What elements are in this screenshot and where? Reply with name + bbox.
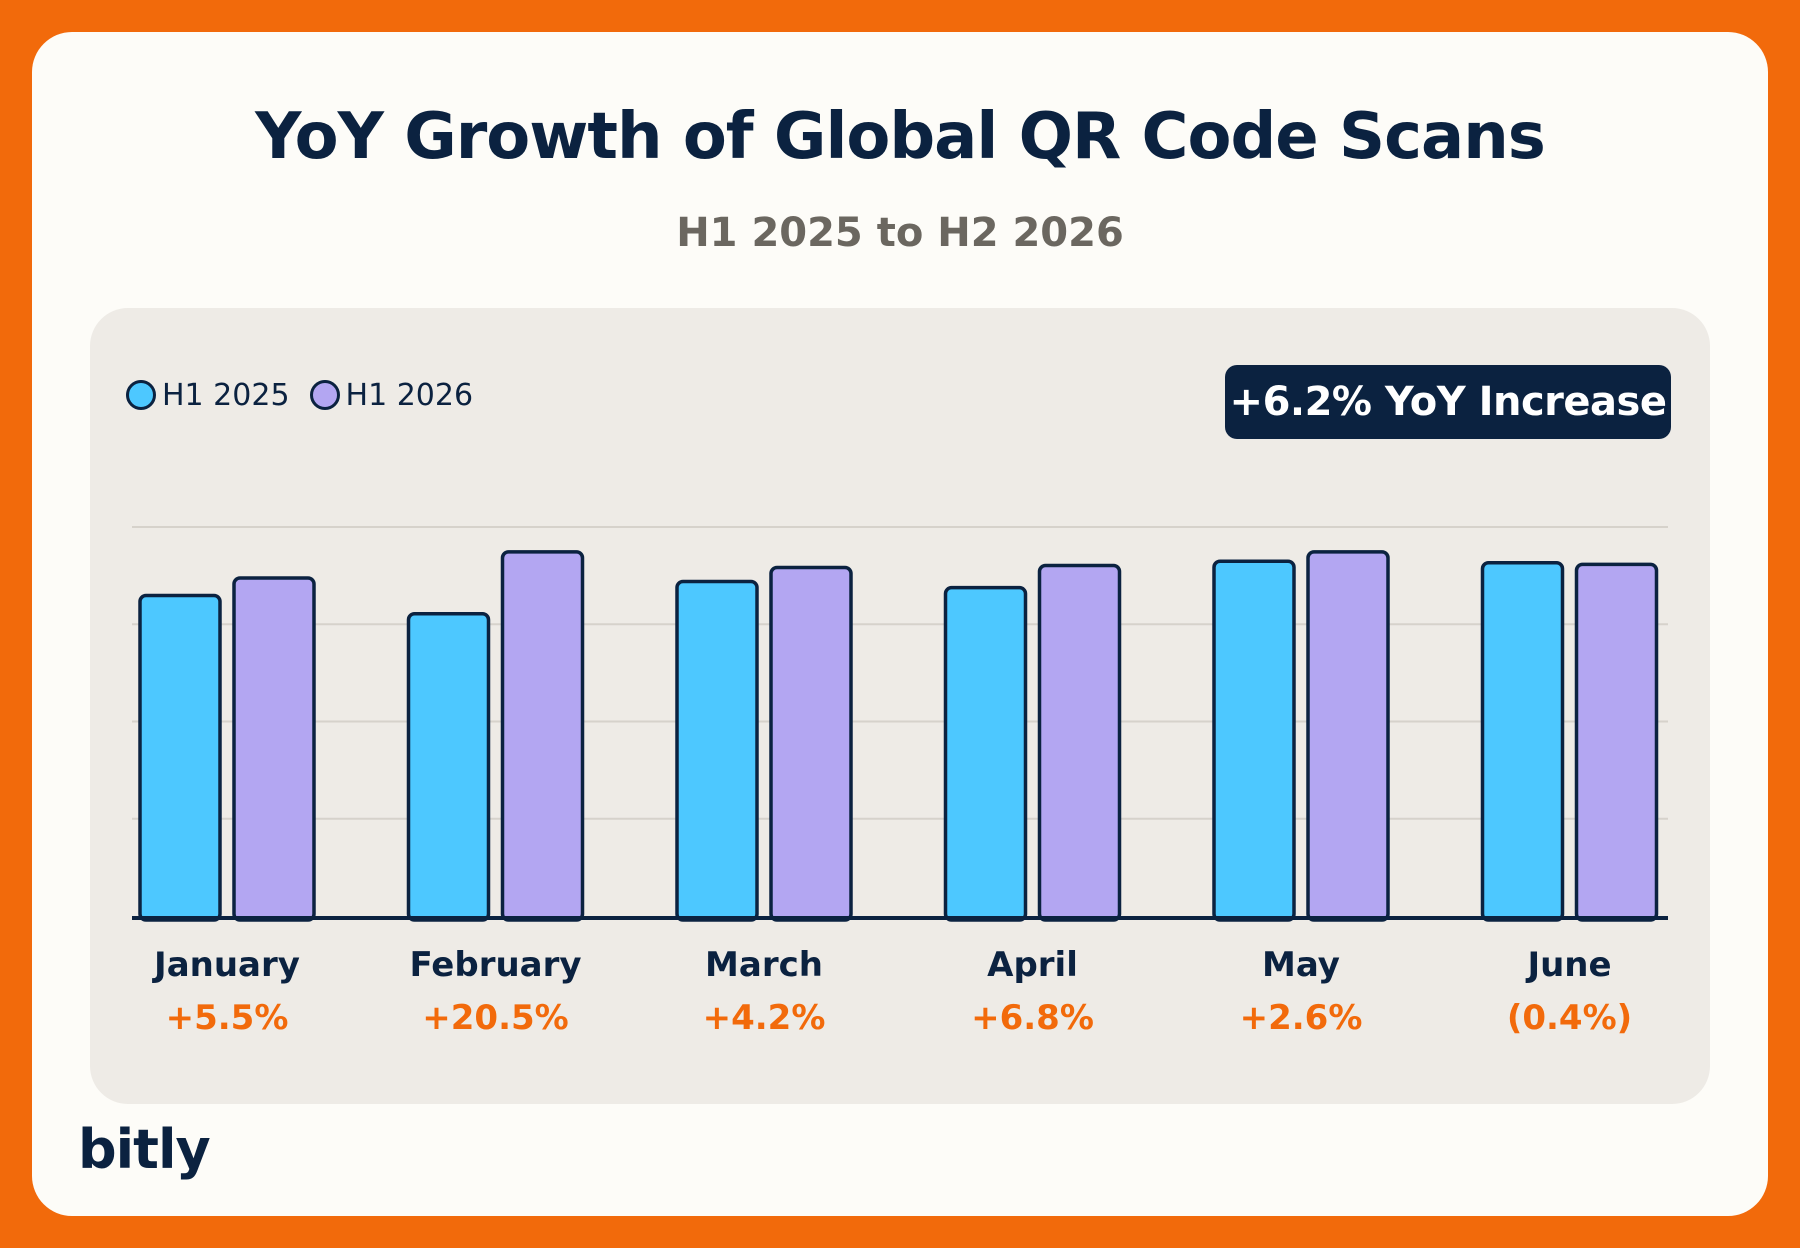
- bar-january-2025: [138, 593, 222, 922]
- bar-june-2026: [1574, 562, 1659, 922]
- bitly-logo: bitly: [78, 1118, 211, 1181]
- legend: H1 2025 H1 2026: [126, 375, 493, 415]
- legend-item-2025: H1 2025: [126, 378, 290, 413]
- legend-item-2026: H1 2026: [309, 377, 474, 413]
- month-label-march: March: [705, 945, 823, 985]
- legend-label-2026: H1 2026: [345, 377, 474, 413]
- month-label-february: February: [409, 945, 582, 985]
- legend-swatch-2026: [309, 380, 340, 410]
- growth-label-january: +5.5%: [165, 998, 289, 1038]
- bar-february-2026: [500, 550, 585, 922]
- bar-february-2025: [406, 611, 491, 922]
- bar-march-2025: [675, 579, 759, 922]
- bar-may-2026: [1306, 550, 1390, 922]
- growth-label-march: +4.2%: [702, 998, 826, 1038]
- month-label-june: June: [1527, 945, 1612, 985]
- bar-march-2026: [769, 565, 853, 922]
- bar-may-2025: [1212, 559, 1296, 922]
- growth-label-february: +20.5%: [422, 998, 569, 1038]
- month-label-april: April: [987, 945, 1078, 985]
- bar-april-2026: [1037, 563, 1122, 922]
- legend-label-2025: H1 2025: [162, 377, 290, 413]
- month-label-january: January: [154, 945, 300, 985]
- legend-swatch-2025: [126, 380, 156, 410]
- bar-june-2025: [1480, 561, 1565, 922]
- yoy-increase-badge: +6.2% YoY Increase: [1225, 365, 1671, 439]
- bar-january-2026: [232, 576, 316, 922]
- chart-title: YoY Growth of Global QR Code Scans: [255, 100, 1546, 174]
- growth-label-april: +6.8%: [971, 998, 1094, 1038]
- bar-april-2025: [943, 585, 1028, 922]
- growth-label-may: +2.6%: [1239, 998, 1363, 1038]
- chart-subtitle: H1 2025 to H2 2026: [676, 210, 1124, 256]
- growth-label-june: (0.4%): [1506, 998, 1633, 1038]
- chart-panel: [90, 308, 1710, 1104]
- month-label-may: May: [1262, 945, 1340, 985]
